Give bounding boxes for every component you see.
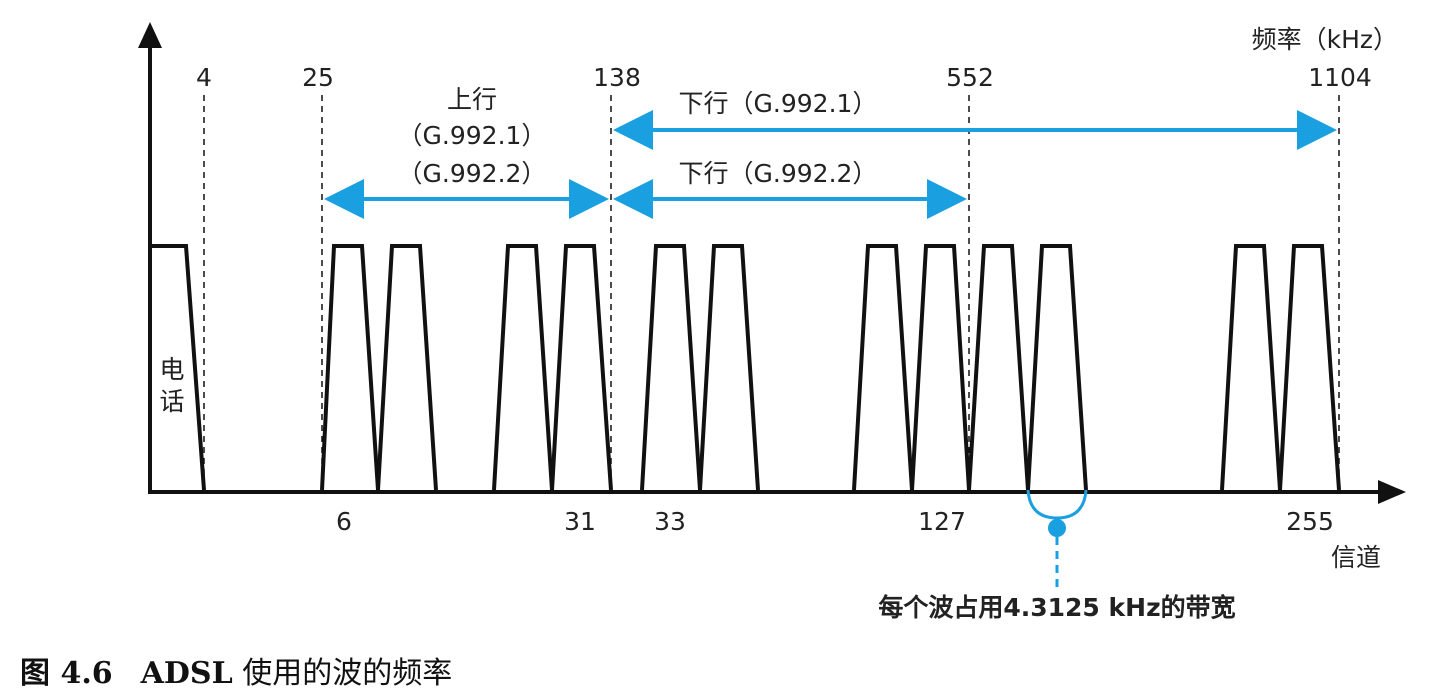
wave [550,244,613,491]
wave [640,244,702,491]
bandwidth-marker [1026,489,1088,590]
upstream-label-line1: 上行 [447,85,497,114]
channel-tick-127: 127 [918,507,966,536]
phone-label-1: 电 [159,355,184,384]
wave [1220,244,1282,491]
freq-tick-4: 4 [196,63,212,92]
wave [910,244,971,491]
bandwidth-bracket [1026,489,1088,520]
wave [1278,244,1341,491]
carrier-waves [150,244,1341,491]
freq-tick-1104: 1104 [1308,63,1372,92]
axes [138,22,1406,504]
downstream-g9921-label: 下行（G.992.1） [679,89,878,118]
wave [320,244,380,491]
wave [967,244,1030,491]
downstream-g9922-label: 下行（G.992.2） [679,159,878,188]
freq-tick-25: 25 [302,63,334,92]
figure-caption: 图 4.6 ADSL 使用的波的频率 [20,648,452,692]
figure-title: 使用的波的频率 [242,656,453,691]
channel-axis-label: 信道 [1331,543,1381,572]
channel-tick-33: 33 [654,507,686,536]
channel-tick-6: 6 [336,507,352,536]
channel-tick-255: 255 [1286,507,1334,536]
figure-number: 图 4.6 [20,656,113,691]
channel-tick-31: 31 [564,507,596,536]
wave [698,244,760,491]
upstream-label-line3: （G.992.2） [398,159,547,188]
bandwidth-note: 每个波占用4.3125 kHz的带宽 [878,593,1235,622]
upstream-label-line2: （G.992.1） [398,121,547,150]
adsl-frequency-diagram: 频率（kHz） 4 25 138 552 1104 上行 （G.992.1） （… [138,22,1406,622]
wave [1026,244,1088,491]
x-axis-arrow-icon [1378,480,1406,504]
freq-tick-552: 552 [946,63,994,92]
wave [376,244,438,491]
freq-tick-138: 138 [593,63,641,92]
y-axis-arrow-icon [138,22,162,48]
bandwidth-dot-icon [1048,519,1066,537]
wave [852,244,914,491]
phone-band [150,244,206,491]
phone-label-2: 话 [159,387,184,416]
freq-axis-label: 频率（kHz） [1252,25,1398,54]
figure-title-acronym: ADSL [140,656,233,691]
wave [492,244,554,491]
band-arrows [324,110,1337,219]
